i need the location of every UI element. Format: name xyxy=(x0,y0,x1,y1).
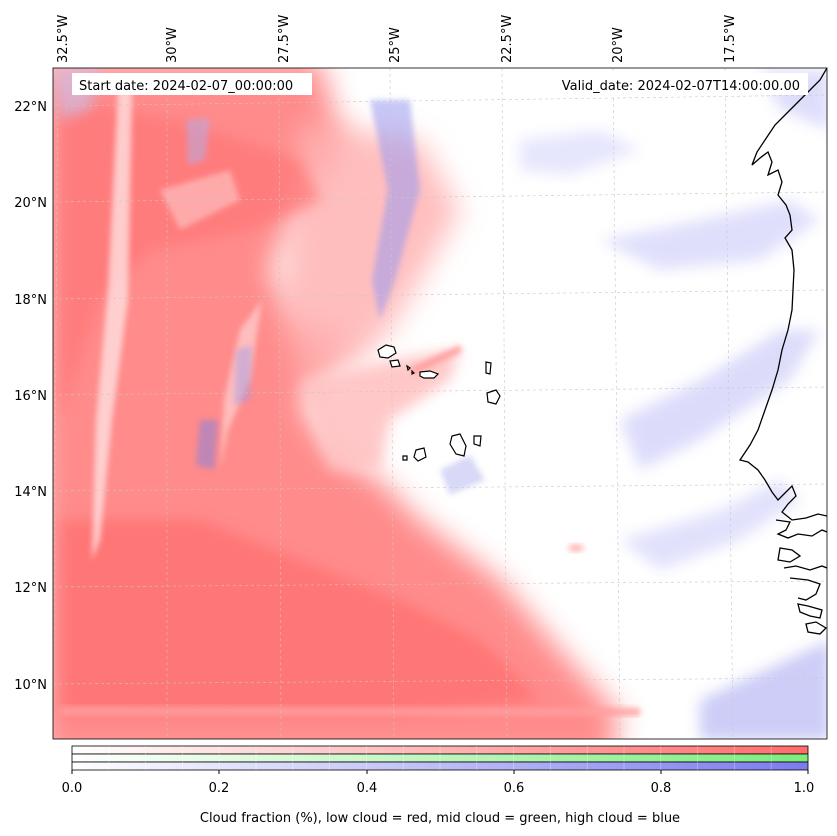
colorbar-tick-label: 0.2 xyxy=(209,781,230,796)
cape-verde-islands xyxy=(377,344,501,462)
colorbar-tick-label: 0.4 xyxy=(357,781,378,796)
start-date-box xyxy=(72,73,312,95)
valid-date-box xyxy=(538,73,808,95)
lon-label: 22.5°W xyxy=(500,15,515,63)
graticule xyxy=(53,68,827,739)
lat-label: 14°N xyxy=(14,485,47,500)
lat-label: 12°N xyxy=(14,581,47,596)
colorbar-label: Cloud fraction (%), low cloud = red, mid… xyxy=(200,811,680,826)
lon-label: 25°W xyxy=(388,27,403,63)
lat-label: 22°N xyxy=(14,100,47,115)
colorbar-tick-label: 0.0 xyxy=(62,781,83,796)
map-border xyxy=(52,67,828,740)
lat-label: 20°N xyxy=(14,196,47,211)
start-date-label: Start date: 2024-02-07_00:00:00 xyxy=(79,79,293,94)
colorbar-ticks: 0.0 0.2 0.4 0.6 0.8 1.0 xyxy=(62,770,815,796)
lon-label: 27.5°W xyxy=(277,15,292,63)
lon-label: 20°W xyxy=(611,27,626,63)
map-panel xyxy=(53,68,827,739)
valid-date-label: Valid_date: 2024-02-07T14:00:00.00 xyxy=(562,79,800,94)
lat-label: 10°N xyxy=(14,678,47,693)
lon-label: 17.5°W xyxy=(723,15,738,63)
colorbar-tick-label: 0.8 xyxy=(651,781,672,796)
africa-coastline xyxy=(738,68,827,635)
low-cloud-field xyxy=(53,68,640,739)
colorbar-tick-label: 1.0 xyxy=(794,781,815,796)
lat-label: 18°N xyxy=(14,293,47,308)
colorbar-high-cloud xyxy=(71,761,809,771)
latitude-labels: 22°N 20°N 18°N 16°N 14°N 12°N 10°N xyxy=(14,100,47,693)
lon-label: 32.5°W xyxy=(56,15,71,63)
longitude-labels: 32.5°W 30°W 27.5°W 25°W 22.5°W 20°W 17.5… xyxy=(56,15,738,63)
lat-label: 16°N xyxy=(14,389,47,404)
lon-label: 30°W xyxy=(165,27,180,63)
colorbar-tick-label: 0.6 xyxy=(504,781,525,796)
colorbar: 0.0 0.2 0.4 0.6 0.8 1.0 Cloud fraction (… xyxy=(62,745,815,826)
